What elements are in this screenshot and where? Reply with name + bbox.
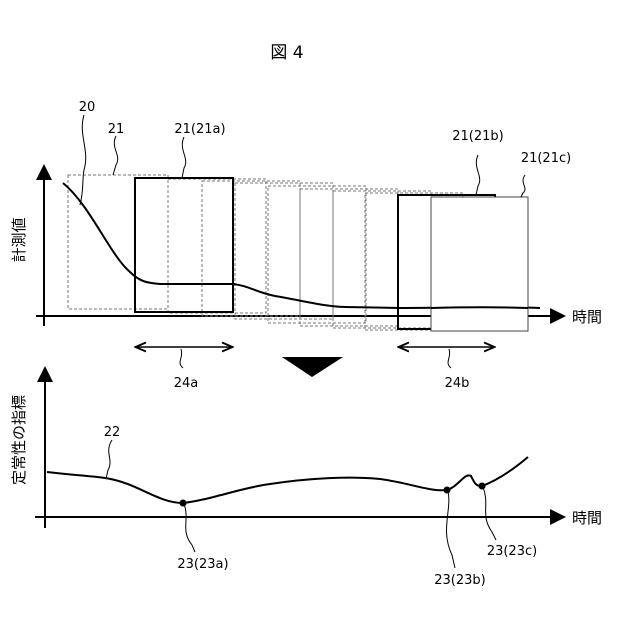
- window-shifted: [168, 179, 266, 313]
- bottom-panel: 時間 定常性の指標 22 23(23a) 23(23b) 23(23c): [10, 370, 602, 588]
- down-triangle-icon: [282, 357, 343, 377]
- label-23b: 23(23b): [434, 573, 485, 588]
- label-21b: 21(21b): [452, 129, 503, 144]
- stationarity-curve-22: [47, 457, 528, 503]
- leader-23a: [184, 504, 195, 552]
- leader-23b: [447, 491, 455, 568]
- leader-21c: [521, 175, 525, 197]
- leader-21a: [182, 137, 186, 178]
- top-panel: 時間 計測値 20 21 21(21a) 21(21b): [10, 100, 602, 391]
- leader-23c: [483, 487, 496, 540]
- curve-overlap: [431, 307, 528, 308]
- label-22: 22: [104, 425, 121, 440]
- label-21a: 21(21a): [174, 122, 225, 137]
- window-shifted: [268, 186, 366, 323]
- window-21a: [135, 178, 233, 312]
- leader-24a: [180, 349, 183, 368]
- leader-22: [106, 440, 112, 479]
- window-shifted: [235, 183, 333, 319]
- label-21: 21: [108, 122, 125, 137]
- window-21c: [431, 197, 528, 331]
- figure-title: 図 4: [270, 43, 303, 63]
- label-23c: 23(23c): [487, 544, 537, 559]
- window-shifted: [202, 181, 300, 316]
- leader-21: [113, 136, 118, 175]
- label-24b: 24b: [445, 376, 470, 391]
- point-23a: [180, 500, 187, 507]
- leader-21b: [476, 155, 480, 195]
- top-x-axis-label: 時間: [572, 308, 602, 326]
- leader-24b: [448, 349, 451, 368]
- window-21: [68, 175, 168, 309]
- label-21c: 21(21c): [521, 151, 571, 166]
- label-24a: 24a: [174, 376, 199, 391]
- bottom-x-axis-label: 時間: [572, 509, 602, 527]
- label-23a: 23(23a): [177, 557, 228, 572]
- leader-20: [80, 115, 86, 205]
- point-23b: [444, 487, 451, 494]
- window-shifted: [300, 189, 398, 326]
- label-20: 20: [79, 100, 96, 115]
- top-y-axis-label: 計測値: [10, 217, 28, 262]
- bottom-y-axis-label: 定常性の指標: [10, 395, 28, 485]
- point-23c: [479, 483, 486, 490]
